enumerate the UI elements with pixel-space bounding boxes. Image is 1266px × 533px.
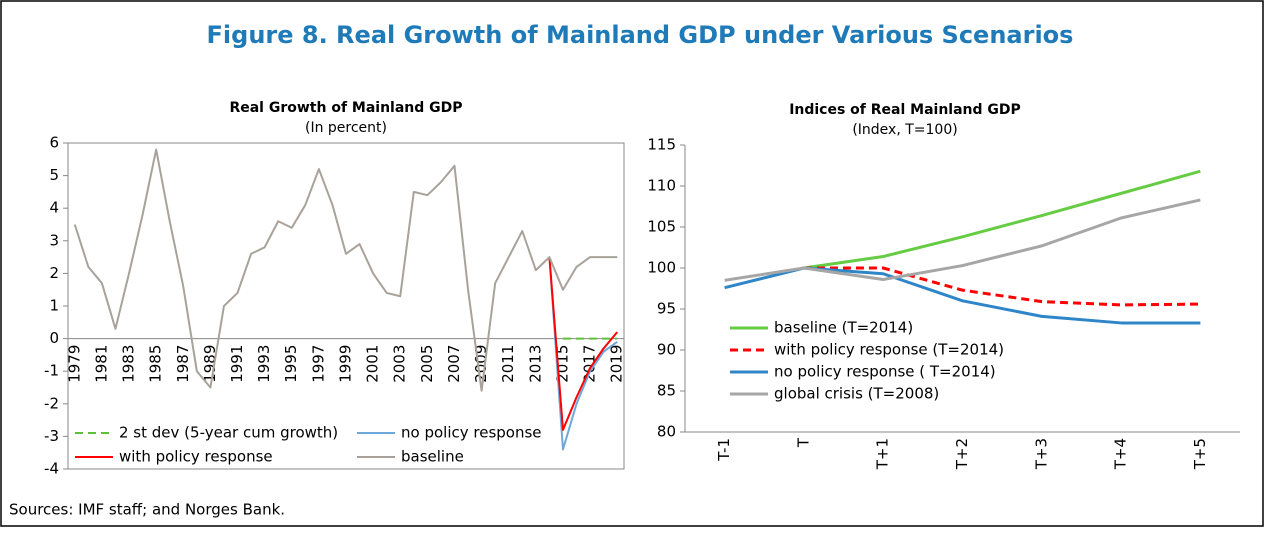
legend-label: with policy response [119, 448, 273, 466]
figure-title: Figure 8. Real Growth of Mainland GDP un… [207, 21, 1074, 49]
y-tick-label: -3 [44, 427, 59, 445]
x-tick-label: 1979 [65, 345, 83, 383]
plot-frame [67, 142, 625, 470]
y-tick-label: 95 [657, 300, 676, 318]
y-tick-label: 90 [657, 341, 676, 359]
chart-subtitle: (Index, T=100) [852, 122, 957, 138]
y-tick-label: -1 [44, 362, 59, 380]
x-tick-label: T+3 [1032, 438, 1050, 470]
y-tick-label: -4 [44, 460, 59, 478]
series-line [548, 257, 618, 451]
x-tick-label: 1985 [147, 345, 165, 383]
source-note: Sources: IMF staff; and Norges Bank. [9, 501, 285, 519]
x-tick-label: 2017 [581, 345, 599, 383]
legend-label: baseline (T=2014) [774, 319, 913, 337]
y-tick-label: 1 [49, 297, 59, 315]
x-tick-label: 1991 [228, 345, 246, 383]
legend-label: global crisis (T=2008) [774, 385, 939, 403]
y-tick-label: 6 [49, 134, 59, 152]
series-line [73, 148, 618, 392]
y-tick-label: -2 [44, 394, 59, 412]
x-tick-label: T+2 [953, 438, 971, 470]
x-tick-label: 2013 [526, 345, 544, 383]
y-tick-label: 80 [657, 423, 676, 441]
x-tick-label: 1995 [282, 345, 300, 383]
x-tick-label: 1987 [174, 345, 192, 383]
y-tick-label: 85 [657, 382, 676, 400]
legend-label: no policy response [401, 424, 542, 442]
y-tick-label: 100 [647, 259, 676, 277]
series-line [724, 198, 1201, 282]
x-tick-label: 1993 [255, 345, 273, 383]
chart-title: Real Growth of Mainland GDP [229, 100, 462, 116]
legend-label: baseline [401, 448, 464, 466]
x-tick-label: T+5 [1191, 438, 1209, 470]
legend-label: with policy response (T=2014) [774, 341, 1004, 359]
x-tick-label: T+1 [874, 438, 892, 470]
x-tick-label: 1999 [337, 345, 355, 383]
x-tick-label: 1983 [120, 345, 138, 383]
y-tick-label: 115 [647, 136, 676, 154]
y-tick-label: 0 [49, 329, 59, 347]
x-tick-label: 1997 [309, 345, 327, 383]
y-tick-label: 110 [647, 177, 676, 195]
y-tick-label: 4 [49, 199, 59, 217]
x-tick-label: 2011 [499, 345, 517, 383]
series-line [724, 266, 1201, 325]
legend-label: no policy response ( T=2014) [774, 363, 996, 381]
x-tick-label: 2001 [364, 345, 382, 383]
x-tick-label: 2005 [418, 345, 436, 383]
x-tick-label: 2007 [445, 345, 463, 383]
x-tick-label: T+4 [1112, 438, 1130, 470]
series-line [803, 169, 1201, 270]
x-tick-label: 2003 [391, 345, 409, 383]
x-tick-label: T [794, 437, 812, 448]
x-tick-label: 1989 [201, 345, 219, 383]
series-line [548, 257, 618, 431]
y-tick-label: 3 [49, 231, 59, 249]
legend-label: 2 st dev (5-year cum growth) [119, 424, 338, 442]
series-line [803, 266, 1201, 307]
x-tick-label: T-1 [715, 438, 733, 462]
x-tick-label: 2019 [608, 345, 626, 383]
y-tick-label: 105 [647, 218, 676, 236]
x-tick-label: 1981 [92, 345, 110, 383]
chart-title: Indices of Real Mainland GDP [789, 102, 1021, 118]
y-tick-label: 2 [49, 264, 59, 282]
chart-subtitle: (In percent) [305, 120, 387, 136]
y-tick-label: 5 [49, 166, 59, 184]
